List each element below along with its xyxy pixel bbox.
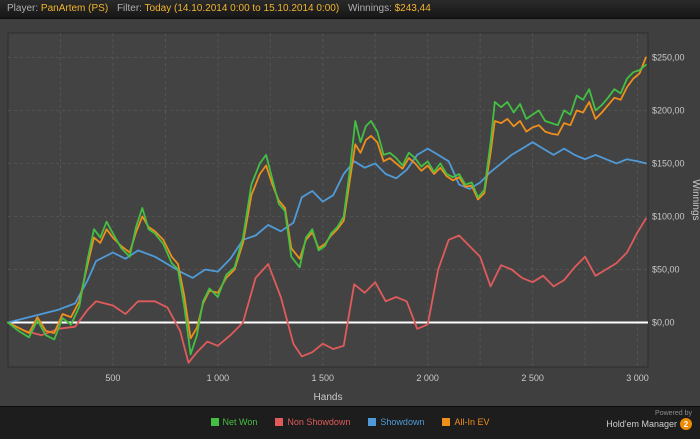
status-bar: Player: PanArtem (PS) Filter: Today (14.… xyxy=(0,0,700,19)
y-tick-label: $0,00 xyxy=(652,317,675,327)
filter-segment: Filter: Today (14.10.2014 0:00 to 15.10.… xyxy=(117,3,339,14)
legend-label: Showdown xyxy=(380,417,425,427)
legend-swatch-icon xyxy=(442,418,451,426)
series-line-showdown xyxy=(7,141,647,324)
y-tick-label: $150,00 xyxy=(652,158,685,168)
x-tick-label: 3 000 xyxy=(626,373,649,383)
legend-label: Non Showdown xyxy=(287,417,351,427)
legend-swatch-icon xyxy=(368,418,377,426)
winnings-label: Winnings: xyxy=(347,3,392,14)
filter-label: Filter: xyxy=(116,3,142,14)
legend-item-showdown[interactable]: Showdown xyxy=(368,417,424,427)
legend-label: All-In EV xyxy=(454,417,490,427)
x-tick-label: 500 xyxy=(105,373,120,383)
x-axis-title: Hands xyxy=(314,392,343,403)
player-segment: Player: PanArtem (PS) xyxy=(7,3,108,14)
legend-label: Net Won xyxy=(222,417,258,427)
series-line-net-won xyxy=(7,63,647,356)
y-tick-label: $250,00 xyxy=(652,52,685,62)
brand-text: Hold'em Manager xyxy=(606,419,677,429)
x-tick-label: 1 000 xyxy=(207,373,230,383)
filter-value: Today (14.10.2014 0:00 to 15.10.2014 0:0… xyxy=(144,3,340,14)
y-tick-label: $50,00 xyxy=(652,264,680,274)
brand-row: Hold'em Manager 2 xyxy=(606,418,692,430)
powered-by-text: Powered by xyxy=(655,410,692,417)
y-tick-label: $100,00 xyxy=(652,211,685,221)
legend-item-all-in-ev[interactable]: All-In EV xyxy=(442,417,489,427)
chart-legend: Net Won Non Showdown Showdown All-In EV xyxy=(0,417,700,427)
winnings-value: $243,44 xyxy=(394,3,431,14)
y-tick-label: $200,00 xyxy=(652,105,685,115)
x-tick-label: 2 500 xyxy=(521,373,544,383)
player-label: Player: xyxy=(7,3,39,14)
x-tick-label: 1 500 xyxy=(311,373,334,383)
x-tick-label: 2 000 xyxy=(416,373,439,383)
hm2-badge-icon: 2 xyxy=(680,418,692,430)
legend-swatch-icon xyxy=(275,418,284,426)
series-line-non-showdown xyxy=(7,217,647,364)
legend-bar: Net Won Non Showdown Showdown All-In EV Pow… xyxy=(0,406,700,439)
winnings-graph: $0,00 $50,00 $100,00 $150,00 $200,00 $250,00 5… xyxy=(7,32,700,403)
plot-area xyxy=(7,32,649,368)
powered-by-block: Powered by Hold'em Manager 2 xyxy=(606,410,692,430)
legend-item-net-won[interactable]: Net Won xyxy=(210,417,258,427)
winnings-segment: Winnings: $243,44 xyxy=(348,3,431,14)
y-axis-title: Winnings xyxy=(690,179,700,220)
legend-item-non-showdown[interactable]: Non Showdown xyxy=(275,417,350,427)
legend-swatch-icon xyxy=(210,418,219,426)
player-value: PanArtem (PS) xyxy=(40,3,109,14)
